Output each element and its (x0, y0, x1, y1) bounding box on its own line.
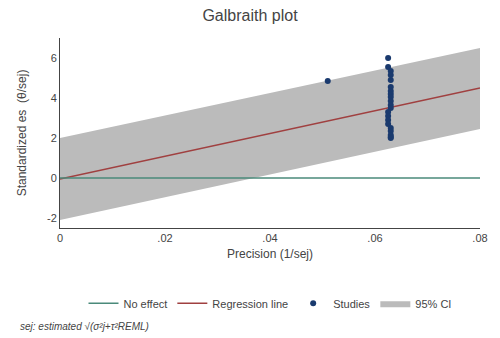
svg-text:95% CI: 95% CI (415, 298, 451, 310)
svg-text:6: 6 (51, 52, 57, 64)
svg-text:Studies: Studies (333, 298, 370, 310)
svg-text:.02: .02 (157, 232, 172, 244)
svg-text:-2: -2 (47, 212, 57, 224)
svg-text:.08: .08 (472, 232, 487, 244)
svg-text:Galbraith plot: Galbraith plot (202, 7, 298, 24)
svg-text:.06: .06 (367, 232, 382, 244)
svg-text:sej: estimated √(σ²j+τ²REML): sej: estimated √(σ²j+τ²REML) (20, 321, 149, 332)
svg-text:.04: .04 (262, 232, 277, 244)
svg-text:0: 0 (57, 232, 63, 244)
svg-text:Regression line: Regression line (212, 298, 288, 310)
svg-text:2: 2 (51, 132, 57, 144)
svg-text:4: 4 (51, 92, 57, 104)
svg-text:No effect: No effect (124, 298, 168, 310)
svg-text:0: 0 (51, 172, 57, 184)
svg-text:Standardized es (θ/sej): Standardized es (θ/sej) (15, 70, 29, 197)
svg-text:Precision (1/sej): Precision (1/sej) (227, 247, 313, 261)
